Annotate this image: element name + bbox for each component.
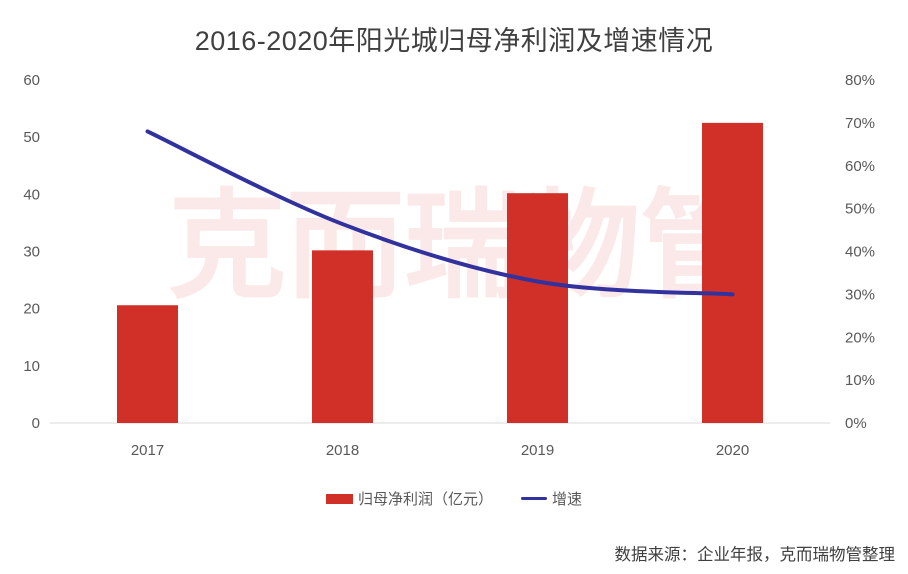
bar-series-swatch	[325, 493, 353, 504]
line-series-label: 增速	[552, 491, 583, 508]
left-axis-tick-label: 0	[32, 415, 40, 432]
x-axis-label-2019: 2019	[521, 442, 554, 459]
bar-2020	[702, 122, 763, 423]
right-axis-tick-label: 70%	[845, 115, 875, 132]
right-axis-tick-label: 30%	[845, 286, 875, 303]
left-axis-tick-label: 10	[23, 358, 40, 375]
data-source-note: 数据来源：企业年报，克而瑞物管整理	[614, 546, 896, 564]
line-series-swatch	[521, 497, 547, 500]
left-axis-tick-label: 30	[23, 244, 40, 261]
left-axis-tick-label: 60	[23, 72, 40, 89]
x-axis-label-2020: 2020	[716, 442, 749, 459]
left-axis-tick-label: 20	[23, 301, 40, 318]
left-axis-tick-label: 40	[23, 186, 40, 203]
right-axis-tick-label: 60%	[845, 158, 875, 175]
left-axis-tick-label: 50	[23, 129, 40, 146]
legend-item-net-profit: 归母净利润（亿元）	[325, 488, 493, 509]
legend: 归母净利润（亿元） 增速	[0, 488, 908, 509]
bar-2017	[117, 305, 178, 423]
right-axis-tick-label: 20%	[845, 329, 875, 346]
right-axis-tick-label: 10%	[845, 372, 875, 389]
right-axis-tick-label: 40%	[845, 244, 875, 261]
growth-rate-line	[145, 129, 735, 297]
x-axis-label-2017: 2017	[131, 442, 164, 459]
right-axis-tick-label: 50%	[845, 201, 875, 218]
bar-2019	[507, 193, 568, 423]
bar-2018	[312, 250, 373, 423]
legend-item-growth: 增速	[521, 488, 582, 509]
chart-title: 2016-2020年阳光城归母净利润及增速情况	[194, 26, 714, 56]
right-axis-tick-label: 80%	[845, 72, 875, 89]
bar-series-label: 归母净利润（亿元）	[357, 491, 493, 508]
right-axis-tick-label: 0%	[845, 415, 867, 432]
x-axis-label-2018: 2018	[326, 442, 359, 459]
